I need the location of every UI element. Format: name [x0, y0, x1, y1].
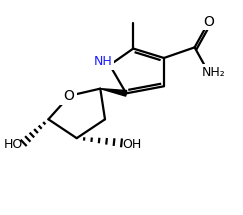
- Text: NH₂: NH₂: [202, 66, 225, 79]
- Text: HO: HO: [4, 138, 23, 150]
- Text: O: O: [203, 15, 214, 29]
- Polygon shape: [100, 89, 127, 96]
- Text: OH: OH: [122, 138, 141, 150]
- Text: O: O: [63, 89, 74, 103]
- Text: NH: NH: [93, 55, 112, 68]
